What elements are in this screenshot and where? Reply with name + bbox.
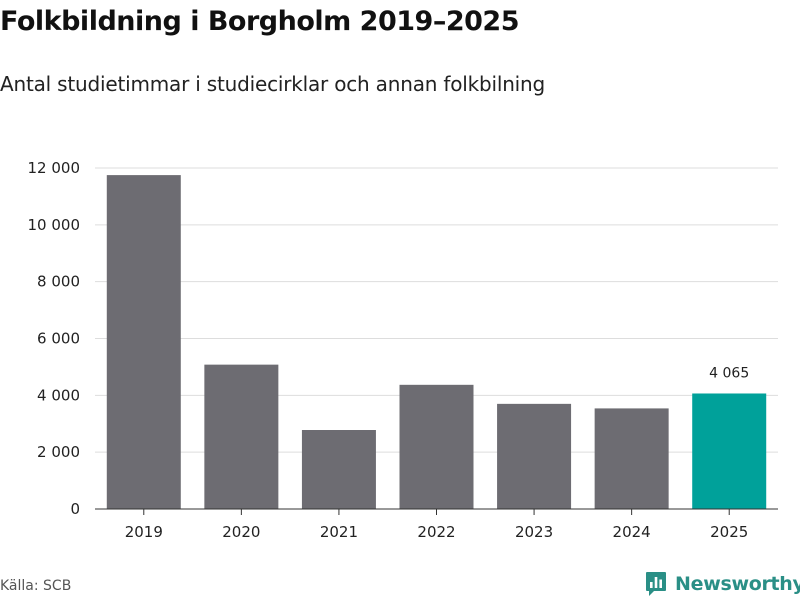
chart-title: Folkbildning i Borgholm 2019–2025 (0, 6, 519, 37)
x-tick-label: 2021 (320, 523, 358, 541)
x-axis-ticks: 2019 2020 2021 2022 2023 2024 2025 (125, 509, 748, 541)
x-tick-label: 2024 (613, 523, 651, 541)
y-tick-label: 4 000 (37, 386, 80, 404)
data-label: 4 065 (709, 365, 749, 381)
bars (106, 175, 767, 509)
bar-2023 (497, 403, 572, 509)
bar-2024 (594, 408, 669, 509)
bar-2025 (692, 393, 767, 509)
bar-2022 (399, 384, 474, 509)
y-tick-label: 2 000 (37, 443, 80, 461)
data-labels: 4 065 (709, 365, 749, 381)
x-tick-label: 2025 (710, 523, 748, 541)
source-note: Källa: SCB (0, 578, 72, 594)
chart-subtitle: Antal studietimmar i studiecirklar och a… (0, 72, 546, 96)
y-tick-label: 0 (70, 500, 80, 518)
newsworthy-logo-icon (646, 572, 666, 596)
brand-name: Newsworthy (675, 573, 800, 595)
bar-2019 (106, 175, 181, 509)
x-tick-label: 2023 (515, 523, 553, 541)
brand: Newsworthy (645, 569, 800, 599)
bar-2021 (301, 430, 376, 509)
x-tick-label: 2022 (417, 523, 455, 541)
bar-2020 (204, 364, 279, 509)
y-tick-label: 12 000 (28, 159, 81, 177)
y-tick-label: 10 000 (28, 216, 81, 234)
x-tick-label: 2019 (125, 523, 163, 541)
y-axis-ticks: 0 2 000 4 000 6 000 8 000 10 000 12 000 (28, 159, 81, 518)
y-tick-label: 6 000 (37, 330, 80, 348)
x-tick-label: 2020 (222, 523, 260, 541)
y-tick-label: 8 000 (37, 273, 80, 291)
